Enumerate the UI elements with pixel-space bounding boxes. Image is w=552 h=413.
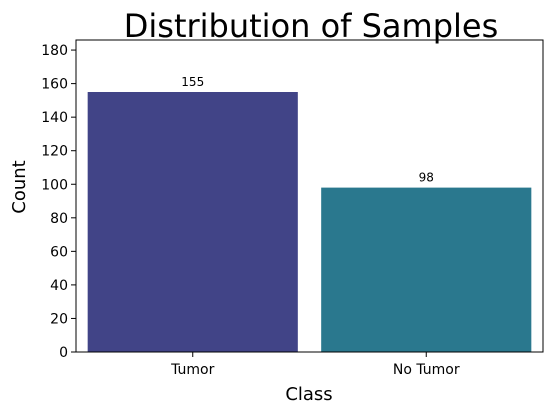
chart-title: Distribution of Samples (124, 7, 499, 45)
y-tick-label: 140 (41, 110, 68, 126)
y-tick-label: 120 (41, 144, 68, 160)
y-tick-label: 180 (41, 43, 68, 59)
bar-tumor (87, 92, 298, 352)
x-tick-label: No Tumor (393, 362, 460, 378)
y-tick-label: 20 (50, 311, 68, 327)
plot-area: 155 Tumor 98 No Tumor 0 20 40 60 80 100 120 140 160 1… (41, 39, 544, 378)
x-axis-label: Class (285, 384, 332, 405)
data-label: 155 (181, 75, 204, 89)
bar-no-tumor (321, 187, 532, 352)
y-axis-label: Count (9, 160, 30, 213)
y-tick-label: 80 (50, 211, 68, 227)
y-tick-label: 40 (50, 278, 68, 294)
y-tick-label: 0 (59, 345, 68, 361)
y-tick-label: 160 (41, 77, 68, 93)
plot-frame (75, 39, 544, 353)
y-tick-label: 100 (41, 177, 68, 193)
y-tick-label: 60 (50, 244, 68, 260)
x-tick-label: Tumor (170, 362, 215, 378)
data-label: 98 (419, 171, 434, 185)
